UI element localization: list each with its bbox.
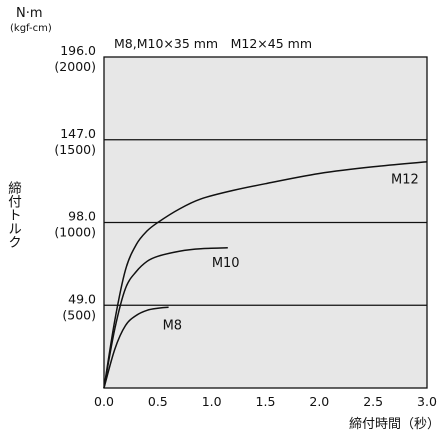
y-tick-sublabel: (500) [62, 307, 96, 322]
y-tick-label: 196.0 [60, 43, 96, 58]
x-tick-label: 3.0 [417, 394, 437, 409]
y-tick-sublabel: (1000) [54, 225, 96, 240]
chart-note: M8,M10×35 mm M12×45 mm [114, 36, 312, 51]
x-tick-label: 2.0 [309, 394, 329, 409]
series-line-m10 [103, 247, 228, 389]
y-tick-sublabel: (2000) [54, 59, 96, 74]
series-label-m8: M8 [163, 318, 183, 333]
x-axis-title: 締付時間（秒） [349, 416, 440, 432]
x-axis-ticks: 0.0 0.5 1.0 1.5 2.0 2.5 3.0 [94, 394, 437, 409]
y-tick-label: 49.0 [68, 291, 96, 306]
series-label-m10: M10 [212, 256, 240, 271]
y-axis-ticks: 49.0(500) 98.0(1000) 147.0(1500) 196.0(2000… [54, 43, 96, 322]
series-line-m8 [103, 306, 169, 389]
series-label-m12: M12 [391, 173, 419, 188]
y-unit-sub-label: (kgf-cm) [10, 23, 52, 34]
y-unit-label: N·m [16, 6, 43, 21]
series-lines [103, 160, 428, 389]
x-tick-label: 2.5 [363, 394, 383, 409]
x-tick-label: 1.5 [256, 394, 276, 409]
x-tick-label: 0.5 [148, 394, 168, 409]
x-tick-label: 1.0 [202, 394, 222, 409]
y-tick-label: 147.0 [60, 126, 96, 141]
y-axis-title: 締付トルク [5, 180, 22, 249]
series-labels: M12 M10 M8 [163, 173, 419, 334]
y-tick-sublabel: (1500) [54, 142, 96, 157]
y-tick-label: 98.0 [68, 209, 96, 224]
x-tick-label: 0.0 [94, 394, 114, 409]
series-line-m12 [103, 160, 428, 389]
